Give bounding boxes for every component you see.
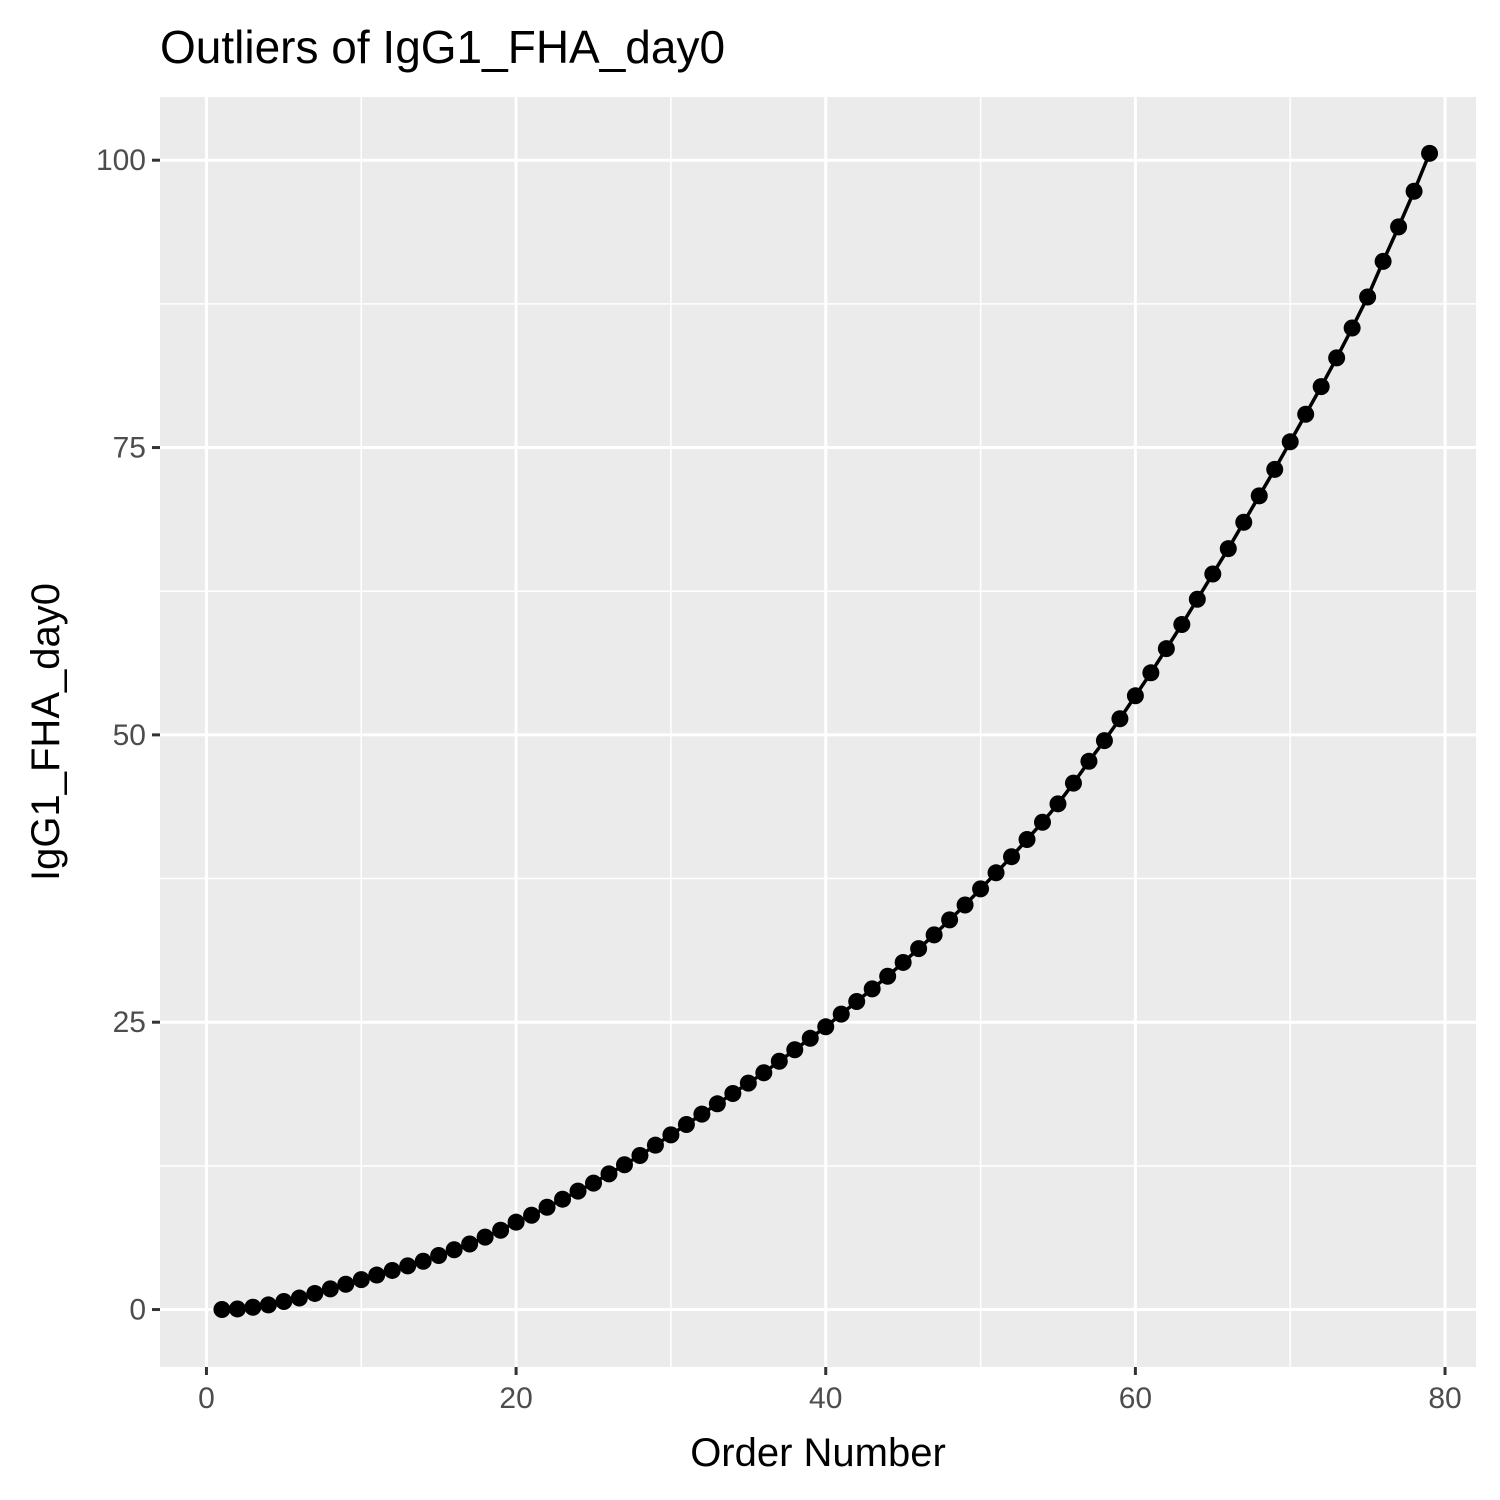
data-point — [554, 1190, 572, 1208]
data-point — [1235, 513, 1253, 531]
data-point — [941, 911, 959, 929]
axis-ticks: 0 20 40 60 80 0 25 50 75 100 — [96, 144, 1462, 1415]
plot-panel — [160, 97, 1476, 1367]
data-point — [1343, 319, 1361, 337]
y-tick-label: 100 — [96, 144, 146, 177]
x-tick-label: 40 — [809, 1382, 842, 1415]
data-point — [321, 1280, 339, 1298]
y-tick-label: 75 — [113, 432, 146, 465]
data-point — [1359, 288, 1377, 306]
data-point — [801, 1029, 819, 1047]
data-point — [569, 1182, 587, 1200]
data-point — [492, 1221, 510, 1239]
y-tick-label: 0 — [129, 1294, 146, 1327]
data-point — [662, 1126, 680, 1144]
data-point — [1018, 830, 1036, 848]
data-point — [1390, 218, 1408, 236]
data-point — [306, 1284, 324, 1302]
data-point — [399, 1257, 417, 1275]
data-point — [538, 1198, 556, 1216]
data-point — [925, 926, 943, 944]
y-tick-label: 50 — [113, 719, 146, 752]
data-point — [228, 1300, 246, 1318]
x-tick-label: 0 — [198, 1382, 215, 1415]
data-point — [383, 1261, 401, 1279]
data-point — [1095, 732, 1113, 750]
minor-grid — [160, 97, 1476, 1367]
data-point — [817, 1018, 835, 1036]
major-grid — [160, 97, 1476, 1367]
data-point — [786, 1041, 804, 1059]
data-point — [1266, 460, 1284, 478]
data-point — [631, 1147, 649, 1165]
data-point — [770, 1052, 788, 1070]
data-point — [724, 1084, 742, 1102]
data-point — [1188, 590, 1206, 608]
data-point — [677, 1115, 695, 1133]
data-point — [259, 1296, 277, 1314]
data-point — [1173, 616, 1191, 634]
data-point — [1374, 252, 1392, 270]
data-point — [956, 896, 974, 914]
data-point — [1064, 774, 1082, 792]
data-point — [430, 1247, 448, 1265]
data-point — [1126, 687, 1144, 705]
data-point — [863, 980, 881, 998]
x-tick-label: 20 — [499, 1382, 532, 1415]
data-point — [848, 993, 866, 1011]
data-point — [213, 1301, 231, 1319]
data-point — [1049, 795, 1067, 813]
x-tick-label: 80 — [1428, 1382, 1461, 1415]
data-point — [1157, 640, 1175, 658]
data-point — [1250, 487, 1268, 505]
y-tick-label: 25 — [113, 1006, 146, 1039]
chart-title: Outliers of IgG1_FHA_day0 — [160, 21, 725, 73]
data-point — [615, 1156, 633, 1174]
data-point — [693, 1105, 711, 1123]
data-point — [1405, 182, 1423, 200]
data-point — [1204, 565, 1222, 583]
data-point — [755, 1064, 773, 1082]
data-point — [1219, 540, 1237, 558]
data-point — [1297, 405, 1315, 423]
data-point — [476, 1228, 494, 1246]
data-point — [987, 864, 1005, 882]
data-point — [585, 1174, 603, 1192]
data-point — [337, 1275, 355, 1293]
data-point — [1033, 813, 1051, 831]
data-point — [1080, 752, 1098, 770]
data-point — [600, 1165, 618, 1183]
data-point — [646, 1136, 664, 1154]
data-point — [972, 880, 990, 898]
data-point — [879, 967, 897, 985]
data-point — [832, 1005, 850, 1023]
x-axis-title: Order Number — [690, 1431, 946, 1475]
data-point — [414, 1252, 432, 1270]
series-layer — [213, 144, 1439, 1319]
data-point — [523, 1206, 541, 1224]
data-point — [1111, 710, 1129, 728]
data-point — [352, 1271, 370, 1289]
data-point — [1142, 664, 1160, 682]
data-point — [1281, 433, 1299, 451]
data-point — [290, 1289, 308, 1307]
data-point — [507, 1213, 525, 1231]
data-point — [894, 953, 912, 971]
data-point — [461, 1235, 479, 1253]
data-point — [1312, 378, 1330, 396]
data-point — [708, 1095, 726, 1113]
data-point — [1421, 144, 1439, 162]
data-point — [275, 1292, 293, 1310]
x-tick-label: 60 — [1119, 1382, 1152, 1415]
data-point — [1003, 848, 1021, 866]
data-point — [739, 1074, 757, 1092]
data-point — [445, 1241, 463, 1259]
data-point — [244, 1298, 262, 1316]
data-point — [1328, 349, 1346, 367]
data-point — [368, 1266, 386, 1284]
y-axis-title: IgG1_FHA_day0 — [24, 583, 68, 881]
data-point — [910, 940, 928, 958]
